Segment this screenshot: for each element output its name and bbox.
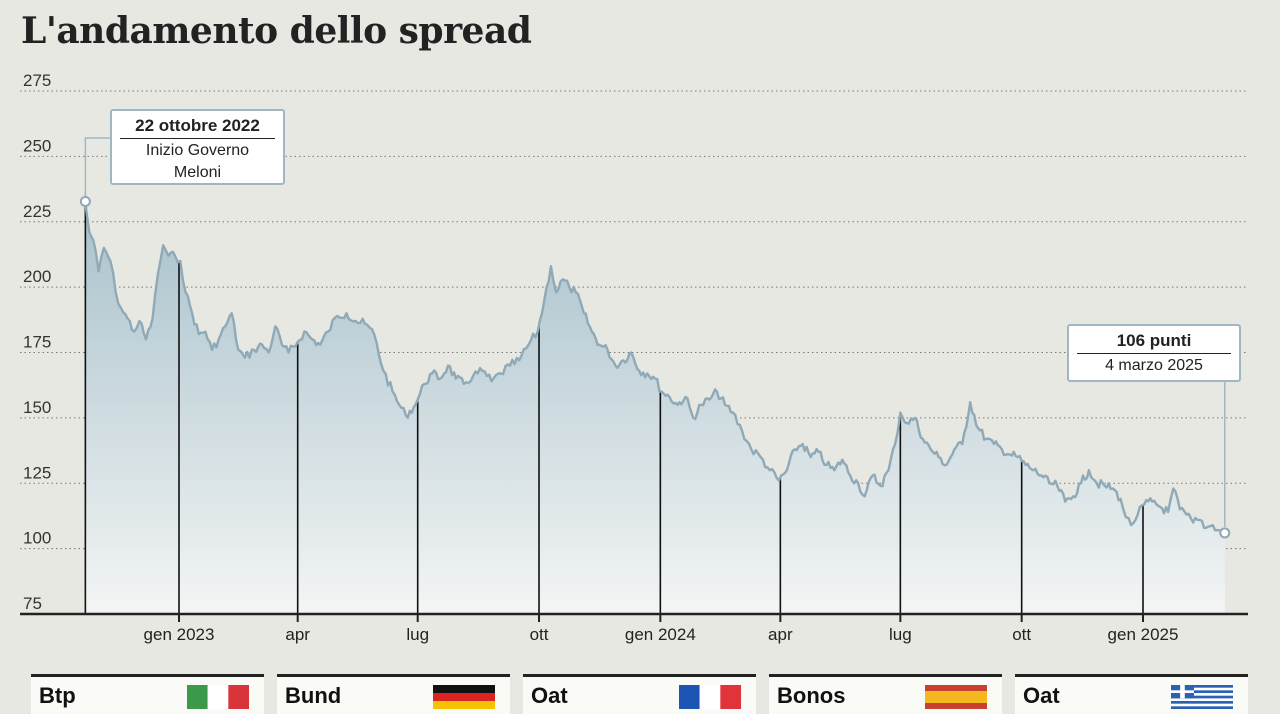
x-tick-label: gen 2024 <box>625 625 696 644</box>
spain-flag-icon <box>925 685 987 709</box>
month-lines <box>84 203 1144 614</box>
y-tick-label: 250 <box>23 136 51 155</box>
x-tick-label: gen 2023 <box>144 625 215 644</box>
x-axis: gen 2023 apr lug ott gen 2024 apr lug ott gen 20… <box>144 614 1179 644</box>
y-axis: 275 250 225 200 175 150 125 100 75 <box>23 71 51 613</box>
annotation-end: 106 punti 4 marzo 2025 <box>1067 324 1241 382</box>
greece-flag-icon <box>1171 685 1233 709</box>
y-tick-label: 125 <box>23 463 51 482</box>
italy-flag-icon <box>187 685 249 709</box>
annotation-start-line-1: Inizio Governo <box>145 142 250 159</box>
annotation-start-connector <box>84 137 110 198</box>
x-tick-label: apr <box>768 625 793 644</box>
legend-item-bonos[interactable]: Bonos <box>769 674 1002 714</box>
legend-item-btp[interactable]: Btp <box>31 674 264 714</box>
annotation-start: 22 ottobre 2022 Inizio Governo Meloni <box>110 109 285 185</box>
germany-flag-icon <box>433 685 495 709</box>
y-tick-label: 225 <box>23 202 51 221</box>
legend-item-oat[interactable]: Oat <box>523 674 756 714</box>
x-tick-label: apr <box>285 625 310 644</box>
chart-title: L'andamento dello spread <box>21 10 532 52</box>
annotation-end-date: 4 marzo 2025 <box>1105 357 1203 374</box>
spread-area <box>85 203 1225 614</box>
legend-item-bund[interactable]: Bund <box>277 674 510 714</box>
annotation-connectors <box>79 137 1231 539</box>
x-tick-label: lug <box>406 625 429 644</box>
legend-label: Oat <box>1023 683 1060 708</box>
start-marker <box>79 195 91 207</box>
y-tick-label: 200 <box>23 267 51 286</box>
y-tick-label: 100 <box>23 529 51 548</box>
annotation-end-value: 106 punti <box>1077 331 1231 354</box>
annotation-start-line-2: Meloni <box>173 164 222 181</box>
annotation-start-date: 22 ottobre 2022 <box>120 116 275 139</box>
x-tick-label: ott <box>530 625 549 644</box>
y-tick-label: 175 <box>23 333 51 352</box>
legend-label: Btp <box>39 683 76 708</box>
end-marker <box>1219 527 1231 539</box>
legend-label: Bonos <box>777 683 846 708</box>
y-tick-label: 150 <box>23 398 51 417</box>
y-tick-label: 275 <box>23 71 51 90</box>
x-tick-label: ott <box>1012 625 1031 644</box>
legend-label: Oat <box>531 683 568 708</box>
france-flag-icon <box>679 685 741 709</box>
legend-item-oed[interactable]: Oat <box>1015 674 1248 714</box>
legend-label: Bund <box>285 683 342 708</box>
x-tick-label: gen 2025 <box>1108 625 1179 644</box>
x-tick-label: lug <box>889 625 912 644</box>
spread-line <box>84 203 1226 534</box>
y-tick-label: 75 <box>23 594 42 613</box>
